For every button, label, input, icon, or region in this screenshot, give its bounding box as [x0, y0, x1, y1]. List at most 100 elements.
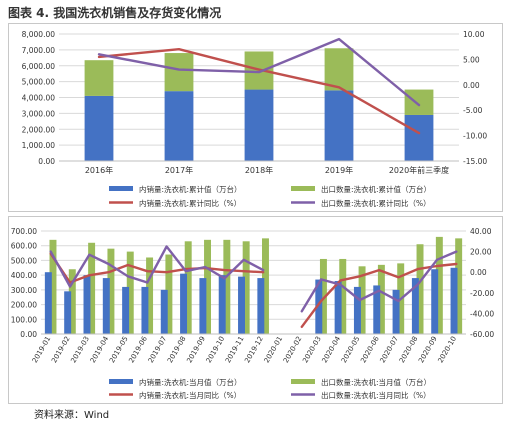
x-tick-label: 2019年: [325, 165, 353, 175]
legend-label: 出口数量:洗衣机:当月同比（%）: [321, 390, 431, 400]
y-right-tick-label: -5.00: [463, 106, 483, 115]
annual-sales-chart: 0.00 1,000.00 2,000.00 3,000.00 4,000.00 5,00…: [22, 30, 488, 208]
bar: [84, 60, 114, 96]
legend-label: 出口数量:洗衣机:当月值（万台）: [321, 377, 431, 387]
y-left-tick-label: 3,000.00: [22, 109, 56, 118]
legend-swatch: [291, 186, 315, 191]
bar: [339, 258, 347, 334]
x-tick-label: 2020-03: [301, 335, 323, 364]
x-tick-label: 2020-05: [340, 335, 362, 364]
bar: [238, 276, 245, 334]
x-tick-label: 2019-02: [50, 335, 72, 364]
x-tick-label: 2020-01: [263, 335, 285, 364]
bar: [126, 251, 134, 334]
bar: [431, 269, 439, 334]
y-left-tick-label: 7,000.00: [22, 46, 56, 55]
x-tick-label: 2020-07: [379, 335, 401, 364]
y-right-tick-label: 0.00: [463, 81, 480, 90]
bar: [353, 286, 361, 334]
figure-title: 图表 4. 我国洗衣机销售及存货变化情况: [8, 6, 222, 20]
legend-label: 出口数量:洗衣机:累计同比（%）: [321, 198, 431, 208]
y-left-tick-label: 1,000.00: [22, 141, 56, 150]
y-right-tick-label: -10.00: [463, 132, 487, 141]
bar: [164, 53, 194, 92]
bar: [44, 272, 52, 334]
y-right-tick-label: 0.00: [470, 268, 487, 277]
y-right-tick-label: 20.00: [470, 248, 492, 257]
x-tick-label: 2020-09: [417, 335, 439, 364]
y-right-tick-label: -15.00: [463, 157, 487, 166]
monthly-chart-panel: 0.00 100.00 200.00 300.00 400.00 500.00 600.00…: [8, 216, 503, 404]
bar: [160, 289, 168, 334]
bar: [84, 95, 114, 161]
y-left-tick-label: 8,000.00: [22, 30, 56, 39]
bar: [165, 254, 173, 334]
x-tick-label: 2019-09: [185, 335, 207, 364]
bar: [257, 278, 265, 334]
bar: [204, 239, 211, 334]
bar: [164, 91, 194, 161]
y-left-tick-label: 400.00: [11, 271, 37, 280]
x-tick-label: 2020-08: [398, 335, 420, 364]
y-right-tick-label: -40.00: [470, 309, 494, 318]
legend-swatch: [109, 186, 133, 191]
source-note: 资料来源：Wind: [34, 410, 110, 421]
bar: [102, 278, 110, 334]
bar: [88, 242, 96, 334]
legend-swatch: [109, 379, 133, 384]
y-left-tick-label: 0.00: [20, 330, 37, 339]
legend-label: 内销量:洗衣机:累计同比（%）: [139, 198, 241, 208]
bar: [319, 258, 327, 334]
series-line: [49, 245, 458, 313]
bar: [83, 275, 91, 334]
x-tick-label: 2019-05: [108, 335, 130, 364]
y-right-tick-label: 40.00: [470, 227, 492, 236]
bar: [223, 239, 231, 334]
bar: [49, 239, 57, 334]
x-tick-label: 2019-08: [166, 335, 188, 364]
bar: [404, 114, 434, 161]
bar: [68, 269, 76, 334]
bar: [450, 267, 458, 334]
bar: [373, 285, 381, 334]
monthly-sales-chart: 0.00 100.00 200.00 300.00 400.00 500.00 600.00…: [11, 227, 495, 400]
bar: [404, 89, 434, 115]
annual-chart-panel: 0.00 1,000.00 2,000.00 3,000.00 4,000.00 5,00…: [8, 23, 503, 212]
y-right-tick-label: 5.00: [463, 55, 480, 64]
bar: [141, 286, 149, 334]
bar: [122, 286, 130, 334]
x-tick-label: 2020-10: [437, 335, 459, 364]
y-left-tick-label: 4,000.00: [22, 94, 56, 103]
legend-swatch: [291, 379, 315, 384]
bar: [107, 248, 115, 334]
x-tick-label: 2019-03: [69, 335, 91, 364]
x-tick-label: 2019-11: [224, 335, 246, 364]
bar: [416, 244, 424, 334]
bar: [262, 238, 269, 334]
legend-label: 内销量:洗衣机:累计值（万台）: [139, 184, 242, 194]
bar: [218, 275, 226, 334]
bar: [242, 241, 250, 334]
x-tick-label: 2020年前三季度: [389, 165, 449, 175]
series-line: [97, 37, 421, 107]
y-right-tick-label: -60.00: [470, 330, 494, 339]
y-left-tick-label: 700.00: [11, 227, 37, 236]
y-left-tick-label: 2,000.00: [22, 125, 56, 134]
bar: [244, 89, 274, 161]
x-tick-label: 2017年: [165, 165, 193, 175]
legend-label: 内销量:洗衣机:当月同比（%）: [139, 390, 241, 400]
y-right-tick-label: 10.00: [463, 30, 485, 39]
x-tick-label: 2019-12: [243, 335, 265, 364]
bar: [324, 48, 354, 91]
y-left-tick-label: 500.00: [11, 256, 37, 265]
y-right-tick-label: -20.00: [470, 289, 494, 298]
x-tick-label: 2019-01: [31, 335, 53, 364]
bar: [180, 273, 188, 334]
y-left-tick-label: 200.00: [11, 301, 37, 310]
bar: [64, 291, 72, 334]
bar: [392, 289, 400, 334]
bar: [199, 278, 207, 334]
y-left-tick-label: 100.00: [11, 315, 37, 324]
x-tick-label: 2016年: [85, 165, 113, 175]
y-left-tick-label: 600.00: [11, 242, 37, 251]
